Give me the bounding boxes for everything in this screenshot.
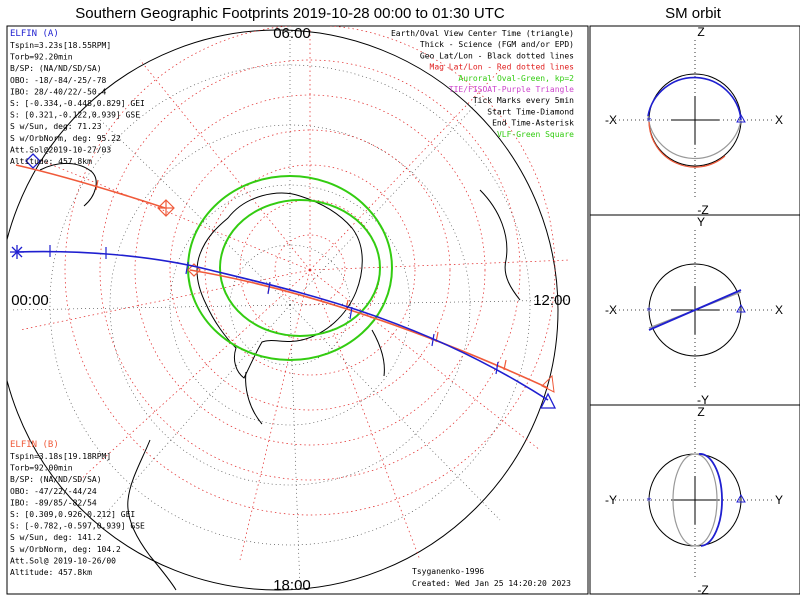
orbit-panel-xy: * Y -Y -X X [605, 215, 783, 407]
orbit-start-asterisk: * [646, 496, 652, 507]
elfin-a-start-asterisk [10, 245, 24, 259]
info-line: S w/Sun, deg: 141.2 [10, 533, 102, 542]
info-line: Att.Sol@ 2019-10-26/00 [10, 556, 116, 565]
info-line: Torb=92.00min [10, 464, 73, 473]
info-line: Torb=92.20min [10, 53, 73, 62]
africa-coast [39, 163, 97, 207]
elfin-b-cross [187, 263, 201, 277]
elfin-b-ticks [95, 179, 507, 371]
legend-item: Tick Marks every 5min [473, 96, 574, 105]
legend-item: End Time-Asterisk [492, 119, 574, 128]
legend-item: Earth/Oval View Center Time (triangle) [391, 29, 574, 38]
elfin-b-name: ELFIN (B) [10, 440, 59, 450]
clock-label-right: 12:00 [533, 292, 571, 309]
orbit-end-triangle [736, 113, 746, 123]
orbit-track-b-seg [648, 121, 726, 168]
map-area [7, 26, 571, 591]
orbit-end-triangle [736, 493, 746, 503]
orbit-label-left: -Y [605, 493, 617, 507]
info-line: S: [-0.334,-0.448,0.829] GEI [10, 99, 145, 108]
orbit-track-a [647, 76, 742, 121]
info-line: S: [-0.782,-0.597,0.939] GSE [10, 522, 145, 531]
elfin-a-name: ELFIN (A) [10, 29, 59, 39]
peninsula-coast [245, 371, 263, 425]
orbit-track-b [647, 115, 742, 160]
antarctica-coast [196, 192, 363, 379]
info-line: Tspin=3.23s[18.55RPM] [10, 41, 111, 50]
elfin-b-info: Tspin=3.18s[19.18RPM] Torb=92.00min B/SP: … [10, 452, 145, 577]
elfin-b-track-early [15, 164, 166, 209]
orbit-track-b [672, 453, 718, 547]
legend-item: TIE/FISOAT-Purple Triangle [449, 85, 574, 94]
orbit-panel-xz: * Z -Z -X X [605, 25, 783, 217]
orbit-earth [648, 263, 742, 357]
credit-created: Created: Wed Jan 25 14:20:20 2023 [412, 579, 571, 588]
info-line: Altitude: 457.8km [10, 157, 92, 166]
geo-grid [9, 30, 571, 591]
orbit-label-bottom: -Z [697, 203, 708, 217]
island-coast [371, 329, 385, 377]
australia-coast [479, 189, 521, 301]
info-line: Att.Sol@2019-10-27/03 [10, 145, 111, 154]
orbit-label-bottom: -Y [697, 393, 709, 407]
info-line: Altitude: 457.8km [10, 568, 92, 577]
orbit-label-right: Y [775, 493, 783, 507]
legend-item: Geo Lat/Lon - Black dotted lines [420, 51, 574, 60]
orbit-track-a [648, 289, 742, 331]
elfin-a-info: Tspin=3.23s[18.55RPM] Torb=92.20min B/SP: … [10, 41, 145, 166]
orbit-start-asterisk: * [646, 306, 652, 317]
info-line: S w/OrbNorm, deg: 95.22 [10, 134, 121, 143]
legend-item: Auroral Oval-Green, kp=2 [458, 74, 574, 83]
legend: Earth/Oval View Center Time (triangle) Th… [391, 29, 574, 139]
legend-item: Mag Lat/Lon - Red dotted lines [430, 63, 575, 72]
orbit-panels: * Z -Z -X X * Y -Y -X X * Z -Z -Y Y [605, 25, 783, 597]
info-line: B/SP: (NA/ND/SD/SA) [10, 475, 102, 484]
elfin-b-track [189, 269, 549, 389]
orbit-label-left: -X [605, 303, 617, 317]
clock-label-top: 06:00 [273, 25, 311, 42]
info-line: IBO: 28/-40/22/-50.4 [10, 87, 107, 96]
auroral-oval-inner [219, 199, 381, 337]
info-line: S w/Sun, deg: 71.23 [10, 122, 102, 131]
clock-label-bottom: 18:00 [273, 577, 311, 594]
orbit-panel-yz: * Z -Z -Y Y [605, 405, 783, 597]
legend-item: Thick - Science (FGM and/or EPD) [420, 40, 574, 49]
info-line: Tspin=3.18s[19.18RPM] [10, 452, 111, 461]
elfin-a-end-triangle [539, 392, 557, 409]
info-line: S: [0.309,0.926,0.212] GEI [10, 510, 135, 519]
orbit-label-top: Z [697, 405, 704, 419]
elfin-b-end-triangle [541, 374, 555, 393]
legend-item: Start Time-Diamond [487, 107, 574, 116]
orbit-label-left: -X [605, 113, 617, 127]
orbit-track-a [698, 453, 723, 547]
info-line: OBO: -18/-84/-25/-78 [10, 76, 107, 85]
credit-author: Tsyganenko-1996 [412, 567, 484, 576]
orbit-end-triangle [736, 303, 746, 313]
south-america-coast [127, 439, 177, 591]
orbit-title: SM orbit [665, 5, 722, 22]
elfin-a-ticks [49, 245, 499, 375]
info-line: IBO: -89/85/-82/54 [10, 498, 97, 507]
clock-label-left: 00:00 [11, 292, 49, 309]
auroral-oval-outer [187, 175, 393, 361]
info-line: S: [0.321,-0.122,0.939] GSE [10, 111, 140, 120]
legend-item: VLF-Green Square [497, 130, 574, 139]
orbit-label-right: X [775, 303, 783, 317]
orbit-label-top: Z [697, 25, 704, 39]
orbit-label-bottom: -Z [697, 583, 708, 597]
orbit-frame [589, 25, 800, 595]
map-frame [6, 25, 589, 595]
orbit-start-asterisk: * [646, 116, 652, 127]
info-line: OBO: -47/22/-44/24 [10, 487, 97, 496]
info-line: B/SP: (NA/ND/SD/SA) [10, 64, 102, 73]
elfin-a-diamond [25, 153, 41, 169]
info-line: S w/OrbNorm, deg: 104.2 [10, 545, 121, 554]
elfin-a-track [15, 250, 549, 401]
elfin-b-start-diamond [157, 199, 175, 217]
orbit-label-top: Y [697, 215, 705, 229]
figure-title: Southern Geographic Footprints 2019-10-2… [75, 5, 505, 22]
orbit-label-right: X [775, 113, 783, 127]
globe-outline [7, 29, 559, 591]
